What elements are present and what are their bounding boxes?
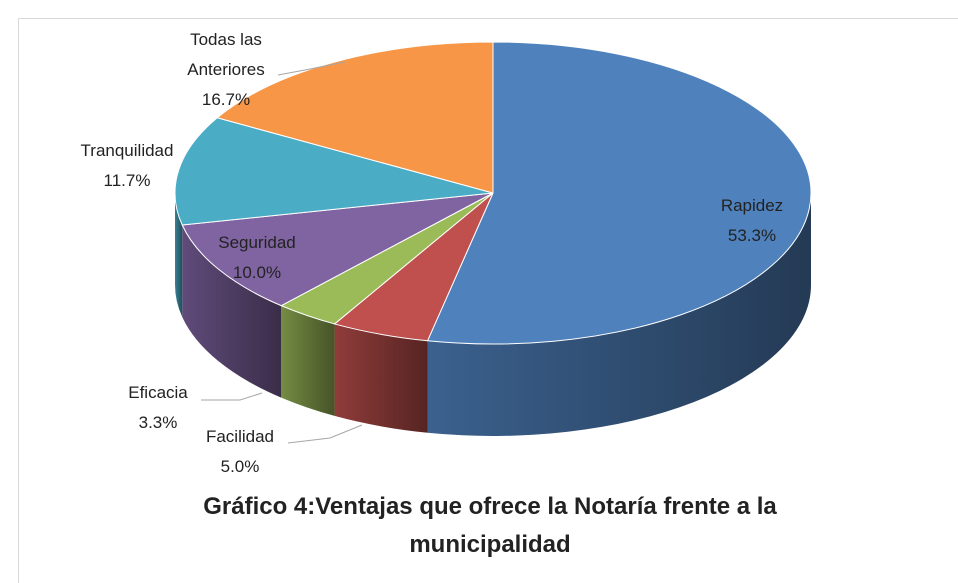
slice [216, 41, 494, 194]
slice-side [182, 225, 282, 398]
data-label: Tranquilidad 11.7% [57, 136, 197, 196]
slice [426, 41, 812, 345]
data-label: Seguridad 10.0% [187, 228, 327, 288]
category-label: Seguridad [218, 233, 296, 252]
value-label: 10.0% [232, 263, 282, 282]
data-label: Facilidad 5.0% [180, 422, 300, 482]
value-label: 5.0% [220, 457, 260, 476]
slice-side [427, 193, 811, 436]
category-label: Facilidad [205, 427, 275, 446]
tops [174, 41, 812, 345]
category-label: Eficacia [128, 383, 188, 402]
frame [18, 18, 958, 583]
slice-side [175, 193, 183, 318]
data-label: Todas las Anteriores 16.7% [171, 25, 281, 115]
value-label: 11.7% [103, 171, 151, 190]
category-label: Rapidez [720, 196, 784, 215]
sides [175, 193, 811, 436]
leader-line [277, 61, 346, 76]
slice [174, 117, 494, 226]
value-label: 3.3% [138, 413, 178, 432]
category-label: Tranquilidad [80, 141, 174, 160]
leader-line [201, 392, 263, 401]
value-label: 16.7% [201, 90, 251, 109]
leader-line [287, 424, 363, 444]
data-label: Eficacia 3.3% [98, 378, 218, 438]
slice-side [334, 323, 428, 433]
chart-title: Gráfico 4:Ventajas que ofrece la Notaría… [203, 493, 777, 558]
value-label: 53.3% [727, 226, 777, 245]
slice [181, 192, 494, 307]
slice-side [281, 305, 335, 416]
data-label: Rapidez 53.3% [692, 191, 812, 251]
category-label: Todas las Anteriores [187, 30, 265, 79]
